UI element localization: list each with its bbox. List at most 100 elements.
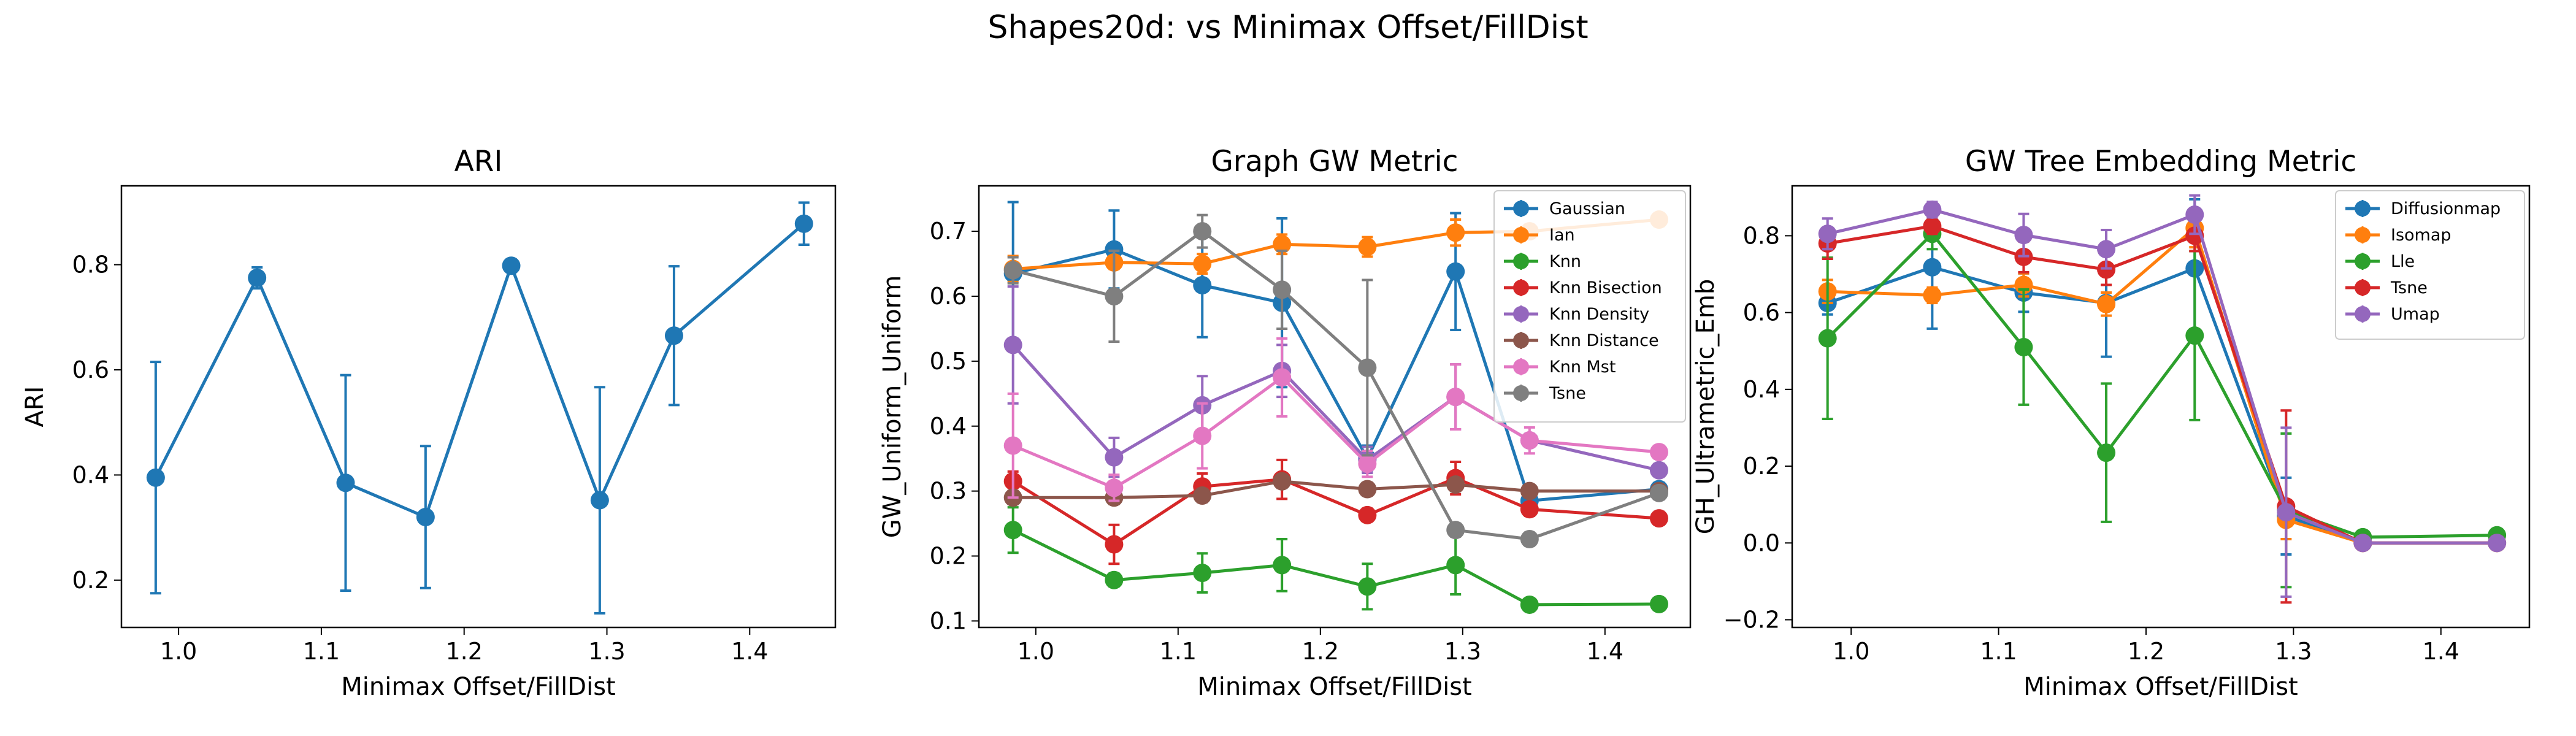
y-tick-label: 0.6 <box>1743 299 1780 326</box>
data-point <box>1446 521 1465 539</box>
legend-marker <box>2355 227 2371 243</box>
x-tick-label: 1.0 <box>1018 638 1054 665</box>
data-point <box>147 469 165 487</box>
data-point <box>1650 484 1668 502</box>
y-tick-label: 0.3 <box>930 478 967 505</box>
legend-marker <box>2355 253 2371 269</box>
legend-label: Knn Density <box>1549 305 1649 324</box>
figure-suptitle: Shapes20d: vs Minimax Offset/FillDist <box>987 9 1588 46</box>
data-point <box>1819 224 1837 243</box>
legend: GaussianIanKnnKnn BisectionKnn DensityKn… <box>1494 191 1685 422</box>
data-point <box>1819 329 1837 348</box>
data-point <box>2097 295 2115 313</box>
data-point <box>665 326 683 345</box>
data-point <box>2185 205 2204 224</box>
data-point <box>1193 427 1211 445</box>
legend-label: Umap <box>2391 305 2440 324</box>
x-tick-label: 1.2 <box>446 638 483 665</box>
y-tick-label: 0.4 <box>930 413 967 440</box>
y-axis-label: GW_Uniform_Uniform <box>878 275 907 539</box>
data-point <box>1923 258 1941 277</box>
data-point <box>2097 443 2115 462</box>
data-point <box>1273 368 1291 386</box>
legend-marker <box>1513 253 1529 269</box>
legend-item: Knn Mst <box>1504 358 1616 377</box>
y-tick-label: 0.1 <box>930 607 967 634</box>
data-point <box>1358 454 1376 473</box>
data-point <box>1358 506 1376 524</box>
data-point <box>502 256 521 275</box>
x-axis-label: Minimax Offset/FillDist <box>2023 673 2298 701</box>
y-tick-label: 0.0 <box>1743 529 1780 556</box>
data-point <box>1446 388 1465 406</box>
legend-marker <box>1513 201 1529 217</box>
y-tick-label: 0.8 <box>72 251 109 278</box>
y-tick-label: 0.4 <box>72 461 109 488</box>
legend-label: Knn Bisection <box>1549 278 1662 297</box>
x-tick-label: 1.1 <box>1160 638 1197 665</box>
data-point <box>1105 535 1123 553</box>
legend-marker <box>1513 359 1529 375</box>
legend-label: Diffusionmap <box>2391 199 2501 218</box>
data-point <box>1446 223 1465 242</box>
legend: DiffusionmapIsomapLleTsneUmap <box>2336 191 2524 339</box>
legend-marker <box>2355 306 2371 322</box>
panel-title: GW Tree Embedding Metric <box>1965 145 2356 178</box>
x-tick-label: 1.3 <box>588 638 625 665</box>
panel-title: ARI <box>454 145 503 178</box>
panel-1: ARI 1.0 1.1 1.2 1.3 1.4 0.2 0.4 0.6 0.8 Minimax Of… <box>21 145 835 701</box>
y-tick-label: 0.5 <box>930 348 967 375</box>
x-tick-label: 1.3 <box>1444 638 1481 665</box>
y-tick-label: 0.4 <box>1743 376 1780 403</box>
data-point <box>1446 263 1465 281</box>
legend-label: Tsne <box>2390 278 2428 297</box>
data-point <box>2014 338 2033 356</box>
data-point <box>1520 596 1539 614</box>
panel-title: Graph GW Metric <box>1211 145 1458 178</box>
data-point <box>1193 486 1211 505</box>
data-point <box>1273 556 1291 574</box>
x-tick-label: 1.0 <box>160 638 197 665</box>
data-point <box>2488 534 2506 552</box>
x-axis-label: Minimax Offset/FillDist <box>341 673 615 701</box>
y-axis-label: ARI <box>21 386 49 427</box>
data-point <box>1193 255 1211 273</box>
legend-item: Umap <box>2345 305 2440 324</box>
data-point <box>1650 509 1668 527</box>
data-point <box>1004 521 1022 539</box>
x-tick-label: 1.4 <box>2423 638 2459 665</box>
data-point <box>1520 500 1539 518</box>
data-point <box>1650 443 1668 461</box>
y-tick-label: 0.2 <box>1743 453 1780 480</box>
x-tick-label: 1.4 <box>731 638 768 665</box>
data-point <box>416 508 435 526</box>
data-point <box>2185 326 2204 345</box>
data-point <box>2097 240 2115 258</box>
data-point <box>795 215 813 233</box>
x-tick-label: 1.1 <box>303 638 340 665</box>
x-tick-label: 1.3 <box>2275 638 2312 665</box>
legend-label: Ian <box>1549 226 1575 245</box>
panel-3: GW Tree Embedding Metric 1.0 1.1 1.2 1.3 1.4 −… <box>1692 145 2529 701</box>
axes-frame <box>121 186 835 627</box>
y-tick-label: 0.2 <box>930 543 967 570</box>
series-3 <box>1004 507 1668 614</box>
y-tick-label: 0.6 <box>72 356 109 383</box>
x-tick-label: 1.4 <box>1587 638 1623 665</box>
y-tick-label: 0.7 <box>930 218 967 245</box>
data-point <box>1358 238 1376 256</box>
data-point <box>2277 503 2295 521</box>
y-tick-label: −0.2 <box>1723 606 1780 633</box>
data-point <box>1004 261 1022 280</box>
y-tick-label: 0.2 <box>72 567 109 594</box>
data-point <box>1446 556 1465 574</box>
legend-marker <box>1513 227 1529 243</box>
data-point <box>1650 461 1668 480</box>
legend-label: Gaussian <box>1549 199 1625 218</box>
legend-label: Knn Mst <box>1549 358 1616 377</box>
data-point <box>1358 480 1376 498</box>
data-point <box>1923 201 1941 219</box>
legend-item: Isomap <box>2345 226 2451 245</box>
legend-marker <box>1513 280 1529 296</box>
